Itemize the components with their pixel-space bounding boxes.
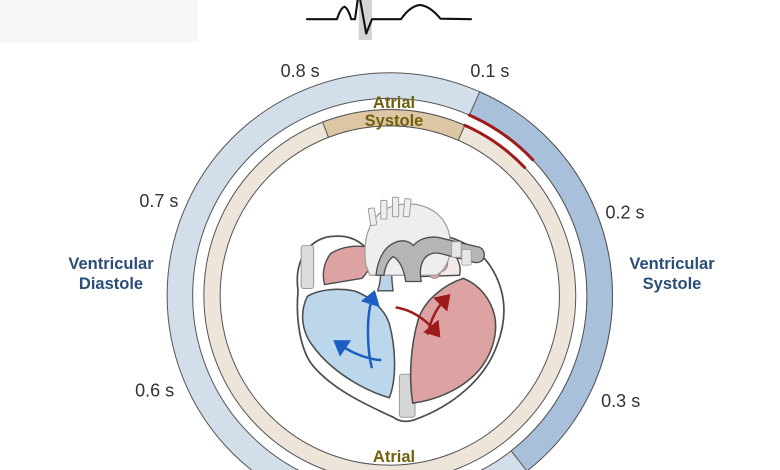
svg-text:Diastole: Diastole [79,275,143,293]
svg-text:0.2 s: 0.2 s [605,202,644,222]
svg-text:0.3 s: 0.3 s [601,391,640,411]
svg-text:Atrial: Atrial [373,94,415,112]
svg-text:Ventricular: Ventricular [68,255,154,273]
svg-text:Systole: Systole [365,112,424,130]
svg-text:Systole: Systole [643,275,702,293]
svg-text:0.7 s: 0.7 s [139,191,178,211]
svg-text:Ventricular: Ventricular [629,255,715,273]
svg-text:Atrial: Atrial [373,448,415,466]
svg-text:0.6 s: 0.6 s [135,381,174,401]
svg-text:0.1 s: 0.1 s [470,61,509,81]
svg-text:0.8 s: 0.8 s [281,61,320,81]
